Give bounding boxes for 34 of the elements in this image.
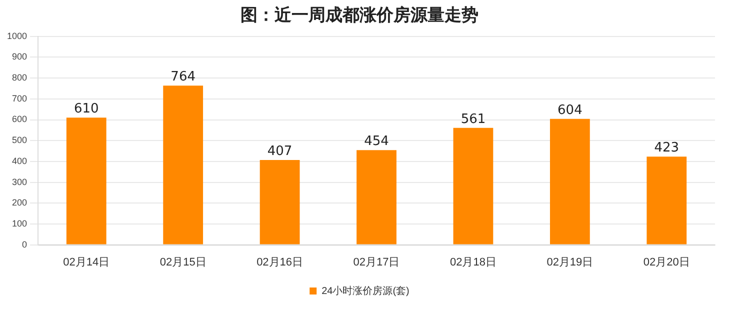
y-tick-label: 300 (12, 176, 28, 187)
y-tick-label: 700 (12, 93, 28, 104)
y-tick-label: 400 (12, 156, 28, 166)
bar (453, 128, 494, 244)
y-tick-label: 1000 (6, 30, 28, 41)
y-tick-label: 900 (12, 52, 28, 62)
bar (550, 118, 590, 244)
bar (356, 150, 396, 244)
data-label: 764 (170, 69, 196, 84)
x-tick-label: 02月19日 (546, 256, 594, 268)
data-label: 604 (558, 102, 582, 118)
bar (260, 160, 300, 244)
y-tick-label: 600 (12, 114, 28, 124)
data-label: 454 (364, 134, 389, 150)
x-tick-label: 02月20日 (643, 256, 690, 268)
y-tick-label: 500 (12, 135, 28, 146)
x-tick-label: 02月17日 (353, 256, 400, 268)
chart-title: 图：近一周成都涨价房源量走势 (240, 6, 478, 26)
legend-label: 24小时涨价房源(套) (322, 284, 410, 297)
bar (646, 156, 687, 244)
x-tick-label: 02月18日 (450, 256, 496, 268)
bar (163, 86, 204, 244)
y-tick-label: 200 (12, 198, 28, 208)
y-tick-label: 100 (12, 218, 28, 228)
y-tick-label: 0 (22, 239, 28, 250)
x-tick-label: 02月14日 (63, 256, 110, 268)
x-tick-label: 02月15日 (160, 256, 206, 268)
data-label: 561 (460, 112, 486, 127)
data-label: 423 (654, 140, 680, 156)
data-label: 610 (74, 102, 99, 117)
y-tick-label: 800 (12, 72, 28, 83)
data-label: 407 (267, 144, 292, 159)
x-tick-label: 02月16日 (256, 256, 304, 268)
bar (66, 118, 106, 244)
